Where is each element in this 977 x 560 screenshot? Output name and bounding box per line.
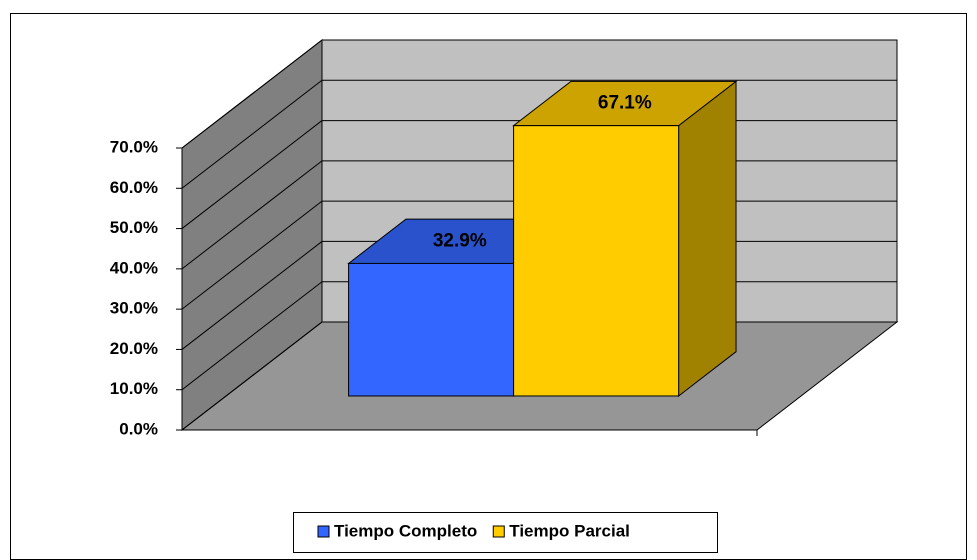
legend-swatch (492, 525, 505, 538)
grid-line (181, 241, 323, 350)
y-tick-label: 0.0% (119, 419, 158, 438)
grid-line (181, 281, 323, 391)
bar (513, 125, 680, 397)
grid-line (181, 39, 323, 149)
grid-line (181, 79, 323, 189)
data-label: 32.9% (433, 230, 487, 251)
grid-line (181, 160, 323, 270)
y-tick-label: 10.0% (110, 379, 158, 398)
grid-line (181, 200, 323, 310)
bar-side (678, 80, 737, 397)
legend-label: Tiempo Completo (334, 521, 477, 540)
grid-line (181, 321, 323, 431)
data-label: 67.1% (598, 93, 652, 114)
y-tick-label: 60.0% (110, 178, 158, 197)
y-tick-label: 40.0% (110, 258, 158, 277)
y-tick-label: 20.0% (110, 339, 158, 358)
grid-line (181, 120, 323, 229)
y-tick-label: 50.0% (110, 218, 158, 237)
y-tick-label: 70.0% (110, 137, 158, 156)
bar (348, 262, 515, 397)
legend-box (293, 512, 718, 553)
y-tick-label: 30.0% (110, 299, 158, 318)
legend-swatch (317, 525, 330, 538)
legend-label: Tiempo Parcial (509, 521, 630, 540)
